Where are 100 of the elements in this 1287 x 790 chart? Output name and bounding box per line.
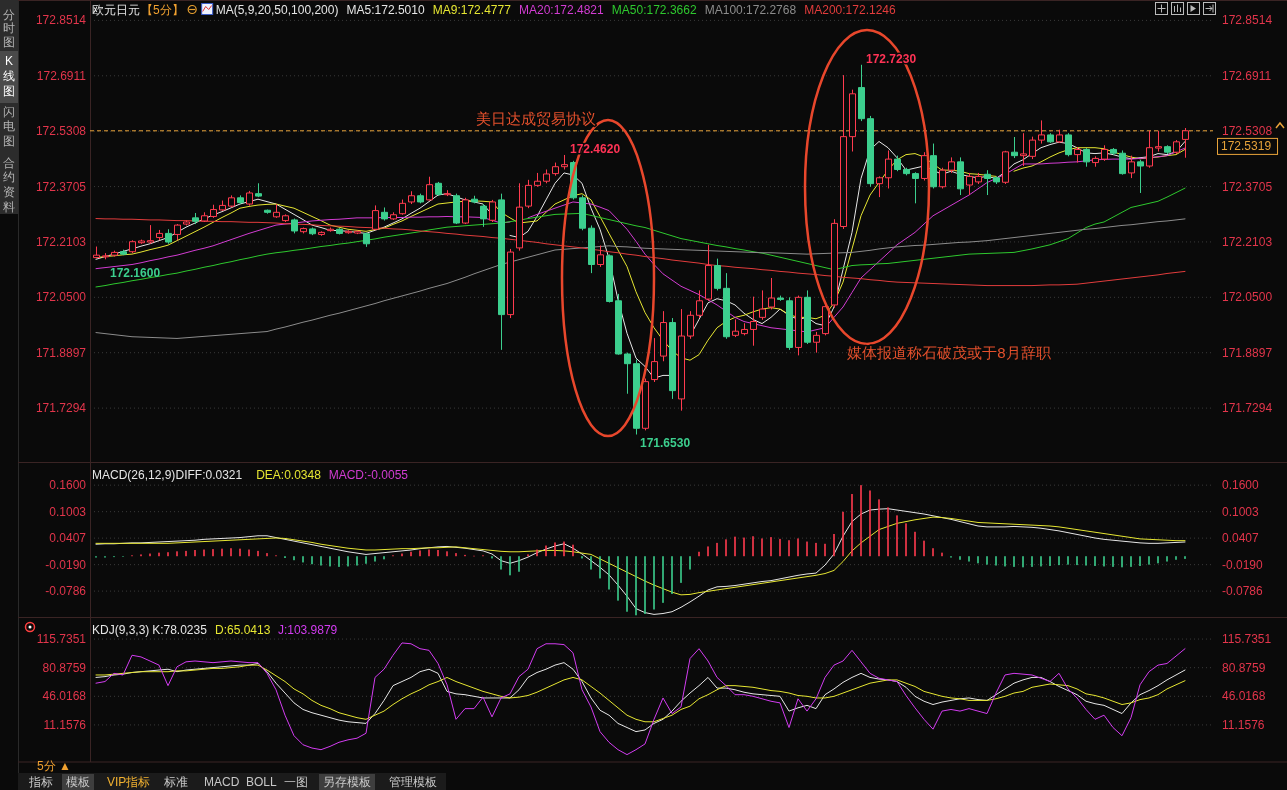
candlestick [462, 197, 469, 225]
annotation: 媒体报道称石破茂或于8月辞职 [847, 344, 1051, 361]
text: 管理模板 [389, 775, 437, 789]
y2-tick-label: 171.7294 [1222, 401, 1273, 416]
candlestick [444, 189, 451, 197]
text: VIP指标 [107, 775, 151, 789]
candlestick [525, 179, 532, 209]
y-tick-label: -0.0190 [45, 557, 87, 572]
y2-tick-label: 0.1003 [1222, 504, 1260, 519]
y-tick-label: 172.6911 [36, 68, 87, 83]
y2-tick-label: 171.8897 [1222, 345, 1273, 360]
candlestick [606, 253, 613, 304]
candlestick [993, 175, 1000, 185]
candlestick [768, 277, 775, 310]
candlestick [552, 162, 559, 177]
candlestick [588, 224, 595, 274]
candlestick [1002, 150, 1009, 185]
candlestick [120, 249, 127, 256]
candlestick [1029, 136, 1036, 160]
candlestick [543, 168, 550, 184]
y2-tick-label: 115.7351 [1222, 632, 1272, 647]
candlestick [363, 232, 370, 248]
candlestick [291, 218, 298, 234]
candlestick [534, 172, 541, 188]
candlestick [1173, 139, 1180, 155]
text: KDJ(9,3,3) [92, 622, 150, 637]
chart-subtitle: 【5分】 [141, 2, 184, 17]
candlestick [237, 194, 244, 205]
candlestick [1038, 119, 1045, 145]
candlestick [354, 230, 361, 235]
candlestick [309, 227, 316, 236]
candlestick [318, 230, 325, 237]
candlestick [417, 193, 424, 204]
candlestick [813, 331, 820, 354]
candlestick [660, 310, 667, 362]
y2-tick-label: 172.0500 [1222, 290, 1273, 305]
candlestick [1182, 127, 1189, 159]
candlestick [939, 167, 946, 189]
candlestick [885, 149, 892, 189]
candlestick [282, 213, 289, 223]
y2-tick-label: 172.5308 [1222, 124, 1273, 139]
text: MA5:172.5010 [346, 2, 425, 17]
text: DIFF:0.0321 [175, 467, 243, 482]
candlestick [858, 64, 865, 122]
line-series [95, 516, 1186, 596]
candlestick [615, 293, 622, 356]
y2-tick-label: 0.1600 [1222, 478, 1260, 493]
candlestick [714, 258, 721, 291]
candlestick [1137, 159, 1144, 194]
candlestick [156, 229, 163, 241]
candlestick [651, 337, 658, 383]
candlestick [1164, 144, 1171, 155]
candlestick [1110, 147, 1117, 156]
candlestick [381, 206, 388, 222]
candlestick [849, 89, 856, 153]
candlestick [246, 190, 253, 207]
text: MA100:172.2768 [704, 2, 797, 17]
candlestick [453, 193, 460, 225]
candlestick [399, 199, 406, 216]
y2-tick-label: 172.8514 [1222, 13, 1273, 28]
line-series [95, 664, 1186, 723]
y-tick-label: 172.8514 [35, 13, 87, 28]
y-tick-label: 171.7294 [35, 401, 87, 416]
y2-tick-label: -0.0786 [1222, 584, 1264, 599]
candlestick [696, 289, 703, 319]
candlestick [138, 239, 145, 245]
candlestick [597, 244, 604, 268]
text: K线图 [3, 53, 15, 98]
line-series [95, 218, 1186, 287]
candlestick [435, 181, 442, 197]
candlestick [1155, 130, 1162, 153]
candlestick [93, 246, 100, 259]
annotation: 美日达成贸易协议 [476, 110, 596, 127]
candlestick [210, 204, 217, 219]
annotation: 172.1600 [110, 265, 161, 280]
y-tick-label: -0.0786 [45, 584, 87, 599]
candlestick [372, 204, 379, 231]
candlestick [966, 172, 973, 196]
text: J:103.9879 [277, 622, 338, 637]
candlestick [111, 250, 118, 258]
candlestick [1047, 132, 1054, 144]
text: BOLL [246, 775, 278, 789]
candlestick [741, 322, 748, 336]
legend-title: MA(5,9,20,50,100,200) [215, 2, 339, 17]
candlestick [1011, 136, 1018, 159]
text: 分时图 [3, 7, 15, 49]
candlestick [1119, 149, 1126, 176]
candlestick [1092, 155, 1099, 168]
candlestick [273, 203, 280, 219]
candlestick [975, 172, 982, 185]
candlestick [345, 229, 352, 235]
candlestick [300, 227, 307, 234]
candlestick [687, 310, 694, 340]
text: 一图 [284, 775, 308, 789]
text: 模板 [66, 775, 90, 789]
y2-tick-label: 172.2103 [1222, 234, 1273, 249]
candlestick [174, 223, 181, 241]
y-tick-label: 0.1600 [49, 478, 87, 493]
candlestick [1083, 147, 1090, 168]
candlestick [867, 115, 874, 188]
